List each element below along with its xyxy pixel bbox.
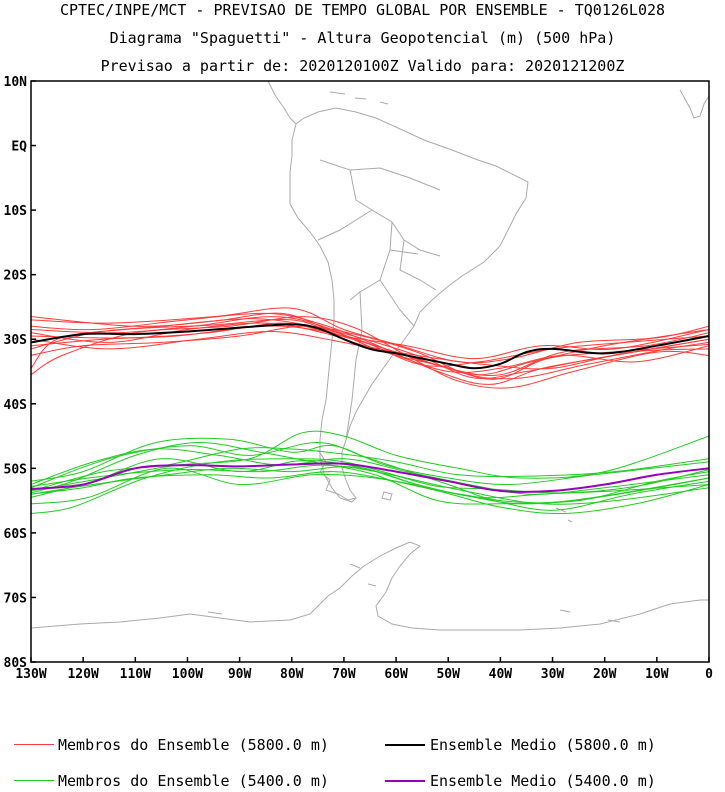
africa-edge xyxy=(679,89,709,119)
country-borders xyxy=(317,159,441,441)
member-5800-line-10 xyxy=(31,322,709,376)
member-5400-line-3 xyxy=(31,458,709,514)
south-america-outline xyxy=(289,107,529,503)
title-line-2: Diagrama "Spaguetti" - Altura Geopotenci… xyxy=(109,29,616,47)
lat-tick-label: 60S xyxy=(4,527,28,542)
lon-tick-label: 10W xyxy=(645,667,669,682)
members-5400-group xyxy=(31,430,709,515)
longitude-axis: 130W 120W 110W 100W 90W 80W 70W 60W 50W 40W 30W 20W… xyxy=(15,657,713,682)
member-5800-line-11 xyxy=(31,325,709,367)
member-5400-line-4 xyxy=(31,437,709,486)
plot-frame xyxy=(30,80,710,663)
member-5400-line-5 xyxy=(31,467,709,515)
member-5400-line-7 xyxy=(31,448,709,495)
ensemble-means-group xyxy=(31,323,709,493)
central-america-outline xyxy=(267,81,297,125)
lat-tick-label: 40S xyxy=(4,398,28,413)
member-5400-line-12 xyxy=(31,466,709,499)
member-5800-line-3 xyxy=(31,322,709,370)
lon-tick-label: 110W xyxy=(120,667,151,682)
falklands xyxy=(381,491,393,501)
lon-tick-label: 100W xyxy=(172,667,203,682)
lat-tick-label: 20S xyxy=(4,269,28,284)
caribbean-islands xyxy=(329,91,389,105)
lon-tick-label: 30W xyxy=(541,667,565,682)
title-line-1: CPTEC/INPE/MCT - PREVISAO DE TEMPO GLOBA… xyxy=(59,1,666,19)
lon-tick-label: 120W xyxy=(67,667,98,682)
latitude-axis: 10N EQ 10S 20S 30S 40S 50S 60S 70S 80S xyxy=(4,75,36,671)
ensemble-mean-5400-line xyxy=(31,462,709,493)
lon-tick-label: 0 xyxy=(705,667,713,682)
lat-tick-label: 30S xyxy=(4,333,28,348)
member-5400-line-6 xyxy=(31,430,709,492)
lat-tick-label: 10N xyxy=(4,75,28,90)
member-5400-line-11 xyxy=(31,441,709,505)
lon-tick-label: 70W xyxy=(332,667,356,682)
antarctica-islands xyxy=(207,563,621,623)
lon-tick-label: 130W xyxy=(15,667,46,682)
lat-tick-label: 50S xyxy=(4,462,28,477)
lat-tick-label: 10S xyxy=(4,204,28,219)
member-5800-line-6 xyxy=(31,325,709,380)
lat-tick-label: EQ xyxy=(11,140,27,155)
member-5800-line-7 xyxy=(31,312,709,385)
lon-tick-label: 60W xyxy=(384,667,408,682)
member-5400-line-2 xyxy=(31,458,709,511)
coastline-layer xyxy=(31,81,709,631)
lat-tick-label: 80S xyxy=(4,656,28,671)
lon-tick-label: 80W xyxy=(280,667,304,682)
lon-tick-label: 40W xyxy=(489,667,513,682)
antarctica-coast xyxy=(31,541,709,631)
title-line-3: Previsao a partir de: 2020120100Z Valido… xyxy=(100,57,625,75)
ensemble-mean-5800-line xyxy=(31,323,709,370)
lon-tick-label: 20W xyxy=(593,667,617,682)
lon-tick-label: 50W xyxy=(436,667,460,682)
lat-tick-label: 70S xyxy=(4,591,28,606)
lon-tick-label: 90W xyxy=(228,667,252,682)
